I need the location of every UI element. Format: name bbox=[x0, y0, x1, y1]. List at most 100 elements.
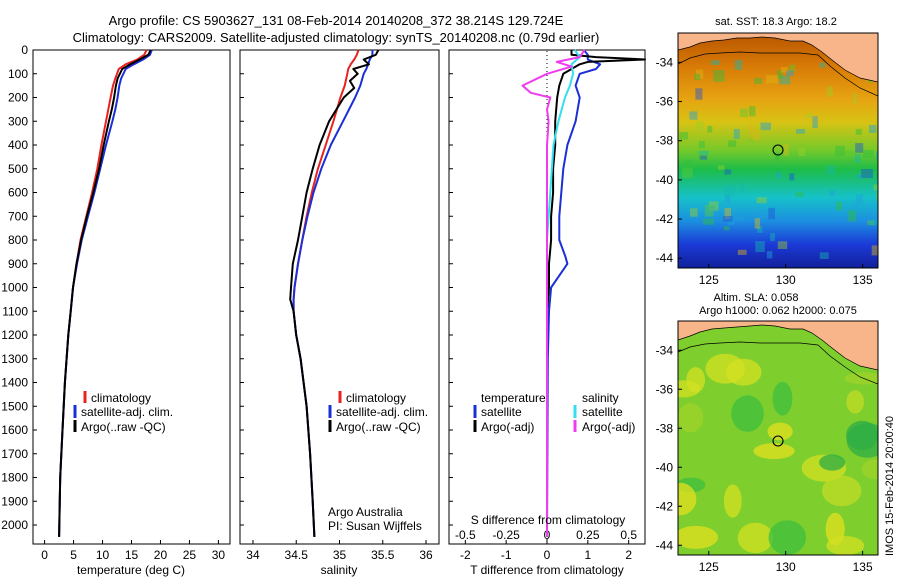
series-line-argo-raw-qc bbox=[289, 49, 380, 537]
sla-texture-blob bbox=[767, 422, 793, 441]
sst-texture-cell bbox=[869, 125, 877, 133]
sst-texture-cell bbox=[695, 121, 704, 131]
sla-texture-blob bbox=[678, 403, 704, 433]
sla-texture-blob bbox=[731, 395, 764, 432]
sst-texture-cell bbox=[703, 218, 715, 225]
depth-tick-label: 1400 bbox=[1, 376, 28, 390]
sla-texture-blob bbox=[846, 390, 864, 414]
x-tick-label: 34.5 bbox=[285, 548, 309, 562]
map-lat-label: -38 bbox=[656, 134, 674, 148]
map-lon-label: 130 bbox=[776, 273, 796, 287]
depth-tick-label: 200 bbox=[8, 91, 28, 105]
sst-texture-cell bbox=[780, 67, 788, 73]
sst-texture-cell bbox=[690, 208, 698, 217]
map-lat-label: -42 bbox=[656, 212, 674, 226]
sla-texture-blob bbox=[819, 454, 846, 471]
map-lat-label: -42 bbox=[656, 499, 674, 513]
sla-texture-blob bbox=[861, 459, 878, 479]
salinity-axes-box bbox=[239, 49, 440, 545]
x-tick-label: 36 bbox=[419, 548, 433, 562]
sst-texture-cell bbox=[754, 78, 763, 84]
sla-texture-blob bbox=[737, 522, 774, 554]
sst-texture-cell bbox=[795, 192, 804, 197]
map-lat-label: -44 bbox=[656, 538, 674, 552]
x-tick-label: -2 bbox=[460, 548, 471, 562]
sla-map-title-1: Altim. SLA: 0.058 bbox=[714, 292, 799, 304]
sst-texture-cell bbox=[854, 154, 861, 163]
sst-texture-cell bbox=[855, 128, 862, 135]
x-tick-label: 15 bbox=[125, 548, 139, 562]
sst-texture-cell bbox=[756, 197, 767, 204]
x-tick-label: 1 bbox=[584, 548, 591, 562]
sst-texture-cell bbox=[871, 245, 878, 256]
sst-texture-cell bbox=[826, 86, 833, 97]
temperature-series bbox=[58, 49, 153, 537]
temperature-x-label: temperature (deg C) bbox=[77, 563, 185, 577]
map-lat-label: -40 bbox=[656, 173, 674, 187]
sst-texture-cell bbox=[748, 130, 753, 142]
sst-texture-cell bbox=[786, 70, 794, 76]
sst-texture-cell bbox=[770, 233, 775, 242]
s-tick-label: 0.25 bbox=[576, 528, 600, 542]
sla-argo-position-marker bbox=[772, 435, 784, 447]
depth-tick-label: 1500 bbox=[1, 399, 28, 413]
depth-tick-label: 300 bbox=[8, 114, 28, 128]
sla-texture-blob bbox=[678, 380, 701, 398]
x-tick-label: 0 bbox=[544, 548, 551, 562]
sst-map-title: sat. SST: 18.3 Argo: 18.2 bbox=[715, 16, 837, 28]
sst-texture-cell bbox=[748, 129, 761, 140]
sla-map-title-2: Argo h1000: 0.062 h2000: 0.075 bbox=[699, 305, 857, 317]
depth-tick-label: 1800 bbox=[1, 471, 28, 485]
title-line-2: Climatology: CARS2009. Satellite-adjuste… bbox=[73, 30, 600, 45]
sst-texture-cell bbox=[754, 218, 761, 229]
sla-texture-blob bbox=[844, 372, 878, 385]
sst-texture-cell bbox=[689, 111, 698, 120]
sla-texture-blob bbox=[678, 525, 719, 549]
depth-tick-label: 100 bbox=[8, 67, 28, 81]
sst-texture-cell bbox=[710, 60, 720, 65]
sst-coastline-land bbox=[678, 33, 878, 83]
x-tick-label: 2 bbox=[625, 548, 632, 562]
sst-texture-cell bbox=[847, 210, 857, 222]
x-tick-label: 34 bbox=[246, 548, 260, 562]
sla-texture-blob bbox=[723, 484, 742, 518]
s-tick-label: -0.25 bbox=[492, 528, 520, 542]
map-lon-label: 135 bbox=[853, 273, 873, 287]
sst-texture-cell bbox=[861, 169, 873, 179]
sst-texture-cell bbox=[779, 75, 791, 85]
legend-heading-salinity: salinity bbox=[582, 391, 619, 405]
sst-texture-cell bbox=[819, 62, 826, 68]
sst-texture-cell bbox=[728, 216, 735, 226]
map-lat-label: -38 bbox=[656, 421, 674, 435]
map-lon-label: 125 bbox=[699, 560, 719, 574]
sst-texture-cell bbox=[768, 207, 775, 220]
legend-label-t-argo: Argo(-adj) bbox=[481, 420, 534, 434]
s-difference-label: S difference from climatology bbox=[471, 513, 626, 527]
sst-texture-cell bbox=[876, 191, 878, 202]
x-tick-label: 30 bbox=[212, 548, 226, 562]
sst-texture-cell bbox=[873, 184, 878, 191]
sst-texture-cell bbox=[724, 169, 732, 175]
sst-texture-cell bbox=[777, 241, 788, 249]
sst-texture-cell bbox=[698, 150, 709, 156]
depth-tick-label: 2000 bbox=[1, 518, 28, 532]
sst-texture-cell bbox=[845, 150, 854, 157]
legend-label-argo: Argo(..raw -QC) bbox=[336, 420, 421, 434]
salinity-series bbox=[289, 49, 380, 537]
map-lat-label: -36 bbox=[656, 95, 674, 109]
temperature-panel: 0100200300400500600700800900100011001200… bbox=[1, 43, 231, 577]
depth-tick-label: 800 bbox=[8, 233, 28, 247]
s-tick-label: 0.5 bbox=[620, 528, 637, 542]
salinity-panel: 34 34.5 35 35.5 36 salinity climatology sate… bbox=[239, 49, 440, 577]
series-line-salinity-argo-adj bbox=[521, 49, 586, 537]
sst-texture-cell bbox=[856, 194, 863, 205]
sst-field bbox=[678, 33, 878, 268]
series-line-temperature-satellite bbox=[546, 49, 602, 537]
x-tick-label: 5 bbox=[70, 548, 77, 562]
sst-texture-cell bbox=[876, 151, 878, 160]
salinity-tick-labels: 34 34.5 35 35.5 36 bbox=[240, 49, 433, 562]
map-lon-label: 125 bbox=[699, 273, 719, 287]
depth-tick-label: 1200 bbox=[1, 328, 28, 342]
salinity-x-label: salinity bbox=[321, 563, 358, 577]
legend-label-climatology: climatology bbox=[91, 391, 151, 405]
